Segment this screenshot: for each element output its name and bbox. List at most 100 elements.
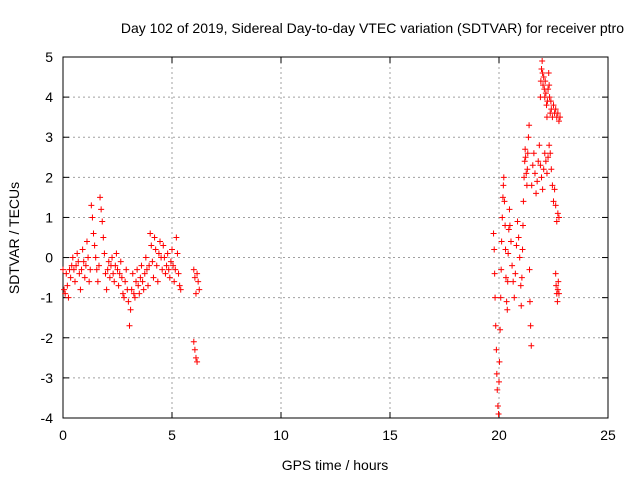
data-point xyxy=(87,266,94,273)
data-point xyxy=(109,254,116,261)
data-point xyxy=(538,66,545,73)
data-point xyxy=(166,274,173,281)
data-point xyxy=(530,150,537,157)
chart-title: Day 102 of 2019, Sidereal Day-to-day VTE… xyxy=(121,20,624,36)
data-point xyxy=(128,286,135,293)
data-point xyxy=(89,214,96,221)
data-point xyxy=(163,262,170,269)
data-point xyxy=(71,278,78,285)
data-point xyxy=(555,290,562,297)
data-point xyxy=(122,278,129,285)
data-point xyxy=(93,266,100,273)
data-point xyxy=(142,254,149,261)
data-point xyxy=(493,346,500,353)
data-point xyxy=(554,286,561,293)
data-point xyxy=(528,342,535,349)
data-point xyxy=(494,402,501,409)
data-point xyxy=(94,278,101,285)
data-point xyxy=(97,194,104,201)
data-point xyxy=(161,254,168,261)
data-point xyxy=(149,258,156,265)
data-point xyxy=(176,282,183,289)
data-point xyxy=(65,294,72,301)
data-point xyxy=(516,254,523,261)
data-point xyxy=(491,246,498,253)
data-point xyxy=(502,246,509,253)
y-tick-label: 4 xyxy=(45,89,53,105)
data-point xyxy=(545,86,552,93)
data-point xyxy=(82,262,89,269)
data-point xyxy=(76,270,83,277)
data-point xyxy=(511,294,518,301)
data-point xyxy=(545,70,552,77)
data-point xyxy=(498,238,505,245)
data-point xyxy=(539,186,546,193)
data-point xyxy=(551,186,558,193)
data-point xyxy=(79,246,86,253)
data-point xyxy=(75,258,82,265)
data-point xyxy=(495,410,502,417)
data-point xyxy=(546,142,553,149)
y-tick-label: -4 xyxy=(41,410,54,426)
data-point xyxy=(60,266,66,273)
data-point xyxy=(542,158,549,165)
data-point xyxy=(536,142,543,149)
data-point xyxy=(196,286,203,293)
data-point xyxy=(541,150,548,157)
data-point xyxy=(157,238,164,245)
data-point xyxy=(522,146,529,153)
data-point xyxy=(194,270,201,277)
data-point xyxy=(74,250,81,257)
data-point xyxy=(61,286,68,293)
data-point xyxy=(504,278,511,285)
data-point xyxy=(531,170,538,177)
data-point xyxy=(92,254,99,261)
data-point xyxy=(175,270,182,277)
data-point xyxy=(492,294,499,301)
data-point xyxy=(126,322,133,329)
data-point xyxy=(517,282,524,289)
x-tick-label: 10 xyxy=(273,427,289,443)
data-point xyxy=(162,270,169,277)
data-point xyxy=(523,170,530,177)
data-point xyxy=(102,270,109,277)
data-point xyxy=(145,282,152,289)
data-point xyxy=(114,266,121,273)
data-point xyxy=(194,358,201,365)
data-point xyxy=(550,102,557,109)
data-point xyxy=(497,326,504,333)
data-point xyxy=(535,158,542,165)
data-point xyxy=(130,290,137,297)
data-point xyxy=(150,274,157,281)
data-point xyxy=(552,106,559,113)
data-point xyxy=(492,322,499,329)
data-point xyxy=(118,274,125,281)
y-tick-label: -1 xyxy=(41,290,54,306)
data-point xyxy=(127,306,134,313)
data-point xyxy=(77,286,84,293)
data-point xyxy=(146,262,153,269)
data-point xyxy=(91,242,98,249)
data-point xyxy=(177,286,184,293)
data-point xyxy=(502,274,509,281)
data-point xyxy=(542,78,549,85)
data-points xyxy=(60,58,564,417)
y-tick-label: -3 xyxy=(41,370,54,386)
data-point xyxy=(539,70,546,77)
data-point xyxy=(494,386,501,393)
data-point xyxy=(160,242,167,249)
data-point xyxy=(534,178,541,185)
data-point xyxy=(515,234,522,241)
data-point xyxy=(519,222,526,229)
data-point xyxy=(104,266,111,273)
data-point xyxy=(496,378,502,385)
data-point xyxy=(133,278,140,285)
data-point xyxy=(547,150,554,157)
data-point xyxy=(80,258,87,265)
data-point xyxy=(141,270,148,277)
data-point xyxy=(543,170,550,177)
data-point xyxy=(521,158,528,165)
data-point xyxy=(514,218,521,225)
data-point xyxy=(547,98,554,105)
data-point xyxy=(140,286,147,293)
